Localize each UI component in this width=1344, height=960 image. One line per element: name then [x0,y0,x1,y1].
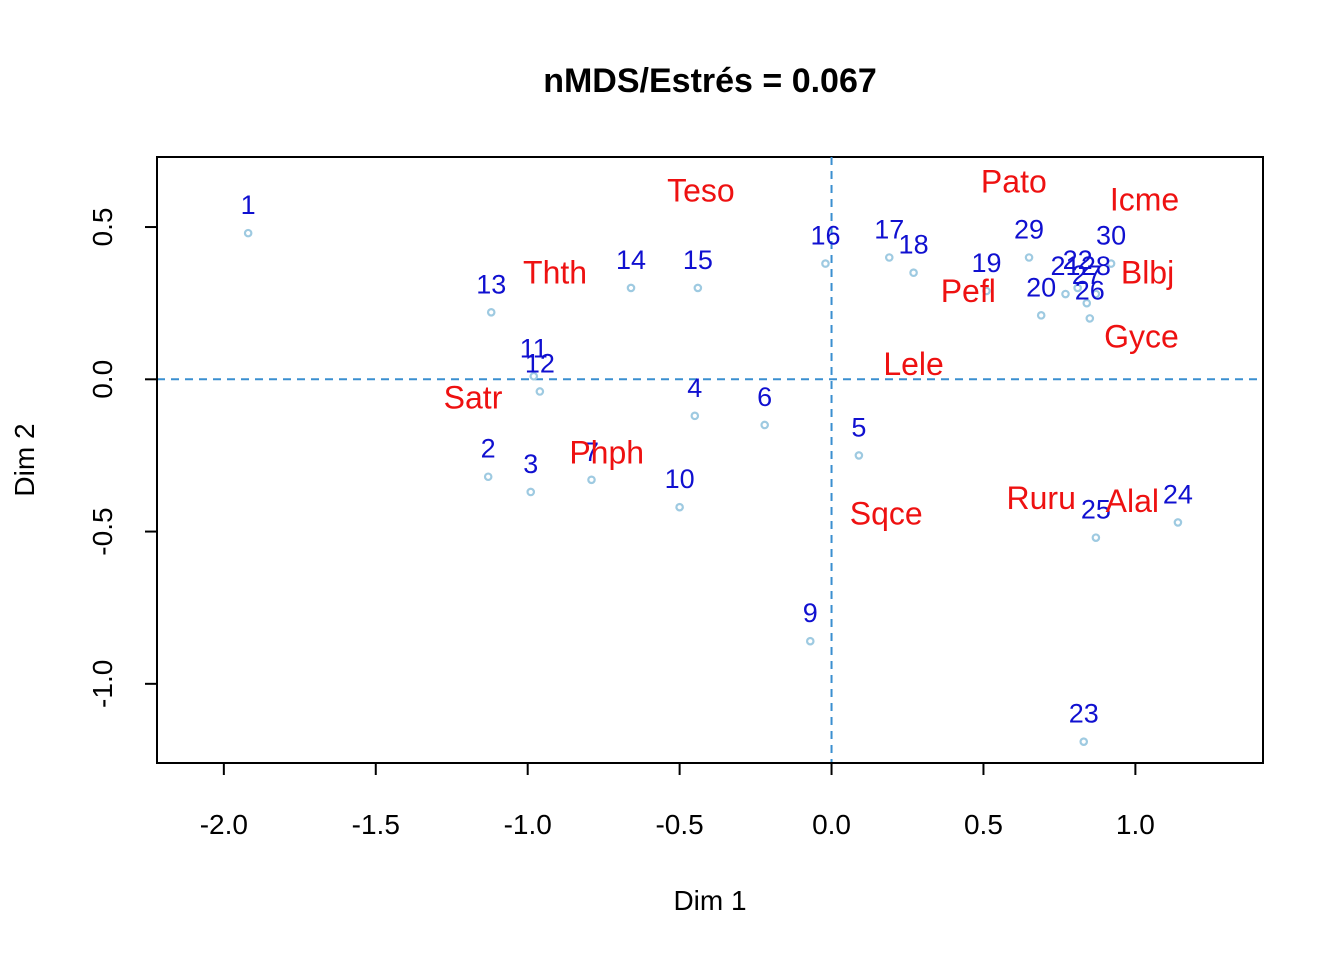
site-point [1061,289,1070,299]
y-tick-label: 0.0 [87,360,118,399]
y-tick-label: -1.0 [87,660,118,708]
site-point [526,487,536,497]
site-point [805,636,815,646]
site-label: 18 [899,230,929,260]
site-label: 3 [523,449,538,479]
y-axis: -1.0 -0.5 0.0 0.5 [87,208,158,708]
site-point [1085,314,1095,323]
site-point [854,451,864,460]
site-label: 30 [1096,221,1126,251]
site-point [909,268,918,278]
site-label: 23 [1069,699,1099,729]
species-labels: Teso Pato Icme Thth Blbj Pefl Gyce Lele Satr Phph… [444,163,1180,531]
x-tick-label: -1.0 [504,809,552,840]
site-point [1079,737,1089,746]
x-axis: -2.0 -1.5 -1.0 -0.5 0.0 0.5 1.0 [200,762,1155,840]
site-point [529,371,539,381]
site-point [486,308,496,317]
site-label: 7 [584,437,599,467]
site-label: 16 [810,221,840,251]
site-label: 4 [687,373,702,403]
site-points [243,228,1183,746]
species-label: Ruru [1007,480,1076,516]
site-point [535,387,545,396]
site-point [1036,311,1046,320]
site-point [982,286,991,296]
species-label: Pefl [941,273,996,309]
site-label: 19 [971,248,1001,278]
x-axis-label: Dim 1 [673,885,746,916]
site-label: 21 [1050,251,1080,281]
site-label: 5 [851,412,866,442]
species-label: Satr [444,380,503,416]
x-tick-label: -2.0 [200,809,248,840]
x-tick-label: 0.5 [964,809,1003,840]
x-tick-label: -0.5 [655,809,703,840]
site-point [243,228,253,238]
site-label: 15 [683,245,713,275]
site-label: 14 [616,245,646,275]
site-label: 9 [803,598,818,628]
species-label: Alal [1106,483,1159,519]
site-point [1024,253,1034,262]
species-label: Lele [883,346,944,382]
site-label: 25 [1081,495,1111,525]
site-label: 27 [1072,260,1102,290]
species-label: Icme [1110,182,1179,218]
site-label: 6 [757,382,772,412]
reference-lines [157,157,1263,763]
y-tick-label: -0.5 [87,507,118,555]
site-point [690,411,700,421]
chart-title: nMDS/Estrés = 0.067 [543,62,877,100]
site-point [1106,259,1116,268]
site-point [1082,298,1092,308]
site-point [760,420,769,430]
species-label: Phph [569,434,644,470]
site-label: 11 [520,333,548,363]
species-label: Sqce [850,495,923,531]
site-label: 20 [1026,272,1056,302]
site-label: 2 [481,434,496,464]
species-label: Gyce [1104,319,1179,355]
site-label: 13 [476,269,506,299]
x-tick-label: 1.0 [1116,809,1155,840]
site-label: 1 [241,190,256,220]
species-label: Teso [667,172,735,208]
site-point [626,283,636,293]
site-point [821,259,830,268]
site-point [587,475,596,485]
site-label: 29 [1014,214,1044,244]
x-tick-label: 0.0 [812,809,851,840]
species-label: Blbj [1121,255,1174,291]
site-label: 26 [1075,275,1105,305]
site-point [483,472,493,482]
species-label: Thth [523,255,587,291]
site-label: 12 [525,348,555,378]
site-point [693,283,703,293]
site-label: 22 [1063,245,1093,275]
site-point [675,502,684,512]
y-tick-label: 0.5 [87,208,118,247]
site-point [1173,518,1183,527]
site-label: 28 [1081,251,1111,281]
site-label: 24 [1163,479,1193,509]
site-point [1073,283,1082,293]
site-point [1091,533,1101,542]
site-point [884,253,894,262]
site-label: 10 [665,464,695,494]
y-axis-label: Dim 2 [9,423,40,496]
species-label: Pato [981,163,1047,199]
x-tick-label: -1.5 [352,809,400,840]
site-label: 17 [874,214,904,244]
site-point [1091,289,1101,299]
